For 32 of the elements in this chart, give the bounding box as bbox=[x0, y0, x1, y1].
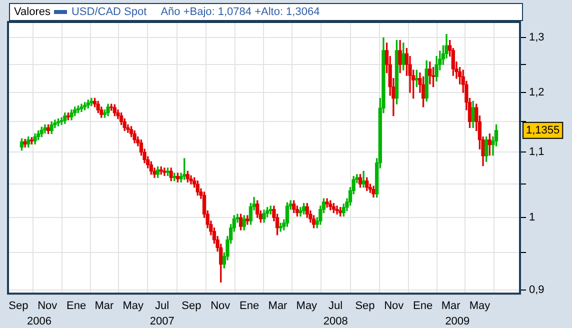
text: USD/CAD Spot bbox=[71, 6, 147, 18]
x2-tick-label: 2008 bbox=[323, 315, 348, 328]
x-tick-label: Sep bbox=[182, 300, 202, 312]
y-tick-label: 1,2 bbox=[529, 86, 544, 99]
text: Año +Bajo: 1,0784 +Alto: 1,3064 bbox=[160, 6, 320, 18]
x-tick-label: Mar bbox=[268, 300, 288, 312]
x-tick-label: Nov bbox=[38, 300, 58, 312]
chart-title: Valores bbox=[14, 6, 50, 18]
x-tick-label: Sep bbox=[8, 300, 28, 312]
x-tick-label: Ene bbox=[413, 300, 433, 312]
x2-tick-label: 2006 bbox=[27, 315, 52, 328]
x-tick-label: Nov bbox=[384, 300, 404, 312]
x-tick-label: May bbox=[122, 300, 144, 312]
candlestick bbox=[335, 206, 339, 214]
x-tick-label: May bbox=[469, 300, 491, 312]
x-tick-label: Jul bbox=[328, 300, 343, 312]
x-tick-label: Ene bbox=[240, 300, 260, 312]
y-tick-label: 1,1 bbox=[529, 146, 544, 158]
x2-tick-label: 2007 bbox=[150, 315, 174, 328]
x-tick-label: May bbox=[296, 300, 318, 312]
x-tick-label: Mar bbox=[94, 300, 114, 312]
y-tick-label: 1,3 bbox=[529, 32, 544, 44]
x-tick-label: Nov bbox=[210, 300, 231, 312]
x-tick-label: Ene bbox=[66, 300, 86, 312]
x2-tick-label: 2009 bbox=[445, 315, 470, 328]
x-tick-label: Jul bbox=[155, 300, 170, 312]
x-tick-label: Sep bbox=[355, 300, 375, 312]
y-tick-label: 1 bbox=[529, 212, 536, 224]
candlestick bbox=[162, 168, 166, 176]
annotation: 1,1355 bbox=[526, 124, 560, 136]
x-tick-label: Mar bbox=[441, 300, 461, 312]
y-tick-label: 0,9 bbox=[529, 284, 544, 296]
